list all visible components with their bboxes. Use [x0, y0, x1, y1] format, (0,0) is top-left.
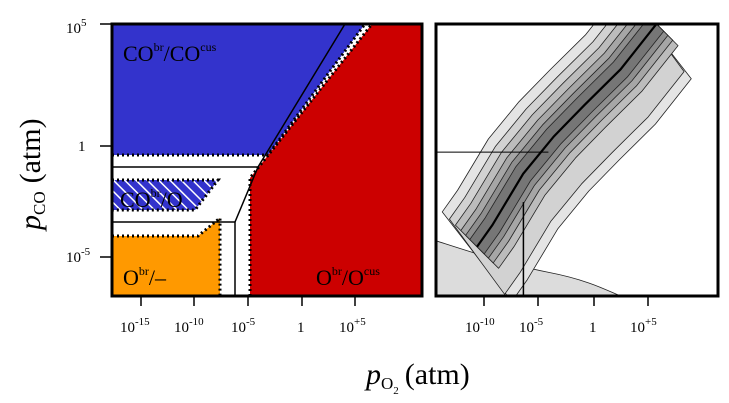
- right-plot-frame: [434, 22, 720, 298]
- region-co-o-boundary: [112, 178, 222, 212]
- y-tick-label: 1: [78, 139, 86, 155]
- x-tick-label: 10-15: [120, 316, 150, 336]
- right-panel: 10-10 10-5 1 10+5: [434, 22, 720, 336]
- label-co-co: CObr/COcus: [123, 40, 217, 66]
- x-tick-label: 10-5: [519, 316, 544, 336]
- x-tick-label: 1: [589, 320, 597, 336]
- region-co-co-boundary: [112, 24, 367, 157]
- left-panel: CObr/COcus CObr/O Obr/– Obr/Ocus 105 1 1…: [66, 17, 424, 336]
- y-tick-label: 105: [66, 17, 87, 37]
- optimum-line: [476, 24, 658, 248]
- x-tick-label: 10+5: [339, 316, 366, 336]
- region-co-co: [112, 24, 365, 155]
- x-tick-label: 1: [297, 320, 305, 336]
- y-axis-ticks: [100, 23, 112, 258]
- region-o-empty-boundary: [112, 214, 222, 296]
- x-axis-label: pO2 (atm): [364, 358, 470, 397]
- x-axis-ticks-right: [483, 296, 649, 306]
- phase-boundary-line: [234, 166, 259, 223]
- label-o-o: Obr/Ocus: [316, 264, 380, 290]
- contour-level: [469, 24, 665, 255]
- x-axis-ticks-left: [140, 296, 356, 306]
- contour-group: [436, 24, 692, 296]
- x-tick-label: 10-10: [174, 316, 204, 336]
- label-co-o: CObr/O: [120, 186, 183, 212]
- region-o-o: [250, 24, 422, 296]
- y-tick-label: 10-5: [66, 246, 91, 266]
- y-axis-label: pCO(atm): [14, 118, 49, 232]
- x-tick-label: 10-10: [465, 316, 495, 336]
- label-o-empty: Obr/–: [123, 264, 167, 290]
- region-co-o: [112, 180, 218, 210]
- x-tick-label: 10+5: [630, 316, 657, 336]
- x-tick-label: 10-5: [231, 316, 256, 336]
- left-plot-frame: [110, 22, 424, 298]
